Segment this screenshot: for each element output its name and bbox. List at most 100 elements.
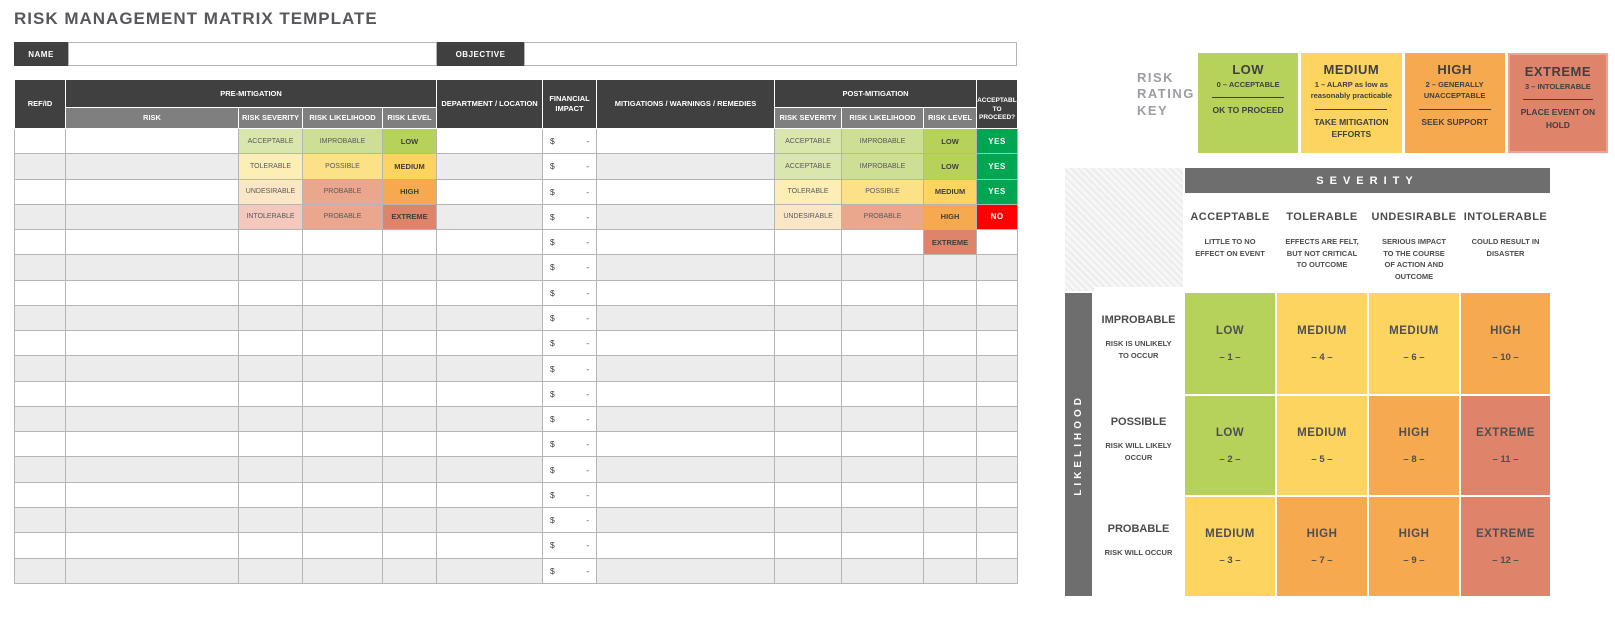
- department-cell[interactable]: [436, 304, 544, 332]
- proceed-cell[interactable]: [976, 254, 1019, 281]
- name-input[interactable]: [68, 42, 437, 66]
- pre-risk-level-cell[interactable]: LOW: [381, 127, 438, 155]
- risk-cell[interactable]: [65, 229, 239, 256]
- proceed-cell[interactable]: [976, 304, 1019, 332]
- proceed-cell[interactable]: [976, 557, 1019, 584]
- post-risk-level-cell[interactable]: [923, 330, 978, 357]
- post-risk-likelihood-cell[interactable]: PROBABLE: [841, 203, 925, 231]
- financial-impact-cell[interactable]: $ -: [542, 203, 598, 231]
- financial-impact-cell[interactable]: $ -: [542, 304, 598, 332]
- risk-cell[interactable]: [65, 254, 239, 281]
- ref-id-cell[interactable]: [14, 380, 66, 407]
- pre-risk-severity-cell[interactable]: UNDESIRABLE: [238, 178, 303, 205]
- department-cell[interactable]: [436, 456, 544, 483]
- post-risk-likelihood-cell[interactable]: [841, 254, 925, 281]
- pre-risk-likelihood-cell[interactable]: PROBABLE: [302, 203, 383, 231]
- proceed-cell[interactable]: YES: [976, 153, 1019, 180]
- post-risk-severity-cell[interactable]: [774, 279, 843, 306]
- mitigations-cell[interactable]: [596, 506, 776, 534]
- pre-risk-severity-cell[interactable]: [238, 506, 303, 534]
- proceed-cell[interactable]: [976, 481, 1019, 508]
- pre-risk-likelihood-cell[interactable]: [302, 355, 383, 382]
- post-risk-likelihood-cell[interactable]: IMPROBABLE: [841, 127, 925, 155]
- post-risk-severity-cell[interactable]: ACCEPTABLE: [774, 153, 843, 180]
- financial-impact-cell[interactable]: $ -: [542, 532, 598, 559]
- risk-cell[interactable]: [65, 380, 239, 407]
- pre-risk-level-cell[interactable]: MEDIUM: [381, 153, 438, 180]
- mitigations-cell[interactable]: [596, 127, 776, 155]
- financial-impact-cell[interactable]: $ -: [542, 481, 598, 508]
- department-cell[interactable]: [436, 506, 544, 534]
- department-cell[interactable]: [436, 153, 544, 180]
- department-cell[interactable]: [436, 127, 544, 155]
- financial-impact-cell[interactable]: $ -: [542, 229, 598, 256]
- mitigations-cell[interactable]: [596, 380, 776, 407]
- financial-impact-cell[interactable]: $ -: [542, 127, 598, 155]
- department-cell[interactable]: [436, 355, 544, 382]
- objective-input[interactable]: [524, 42, 1017, 66]
- mitigations-cell[interactable]: [596, 229, 776, 256]
- mitigations-cell[interactable]: [596, 431, 776, 458]
- pre-risk-level-cell[interactable]: [381, 279, 438, 306]
- mitigations-cell[interactable]: [596, 557, 776, 584]
- pre-risk-likelihood-cell[interactable]: [302, 279, 383, 306]
- ref-id-cell[interactable]: [14, 405, 66, 433]
- post-risk-level-cell[interactable]: [923, 304, 978, 332]
- financial-impact-cell[interactable]: $ -: [542, 254, 598, 281]
- proceed-cell[interactable]: [976, 405, 1019, 433]
- post-risk-likelihood-cell[interactable]: [841, 405, 925, 433]
- ref-id-cell[interactable]: [14, 431, 66, 458]
- pre-risk-likelihood-cell[interactable]: IMPROBABLE: [302, 127, 383, 155]
- financial-impact-cell[interactable]: $ -: [542, 557, 598, 584]
- pre-risk-likelihood-cell[interactable]: [302, 330, 383, 357]
- pre-risk-level-cell[interactable]: [381, 557, 438, 584]
- proceed-cell[interactable]: YES: [976, 127, 1019, 155]
- pre-risk-severity-cell[interactable]: [238, 456, 303, 483]
- risk-cell[interactable]: [65, 532, 239, 559]
- pre-risk-level-cell[interactable]: [381, 506, 438, 534]
- post-risk-level-cell[interactable]: [923, 279, 978, 306]
- ref-id-cell[interactable]: [14, 355, 66, 382]
- pre-risk-severity-cell[interactable]: [238, 254, 303, 281]
- pre-risk-severity-cell[interactable]: [238, 405, 303, 433]
- financial-impact-cell[interactable]: $ -: [542, 330, 598, 357]
- ref-id-cell[interactable]: [14, 557, 66, 584]
- post-risk-level-cell[interactable]: [923, 254, 978, 281]
- post-risk-likelihood-cell[interactable]: [841, 229, 925, 256]
- pre-risk-level-cell[interactable]: [381, 431, 438, 458]
- pre-risk-likelihood-cell[interactable]: [302, 229, 383, 256]
- mitigations-cell[interactable]: [596, 153, 776, 180]
- department-cell[interactable]: [436, 557, 544, 584]
- pre-risk-severity-cell[interactable]: [238, 330, 303, 357]
- proceed-cell[interactable]: NO: [976, 203, 1019, 231]
- post-risk-likelihood-cell[interactable]: POSSIBLE: [841, 178, 925, 205]
- post-risk-level-cell[interactable]: [923, 431, 978, 458]
- mitigations-cell[interactable]: [596, 330, 776, 357]
- mitigations-cell[interactable]: [596, 355, 776, 382]
- pre-risk-severity-cell[interactable]: [238, 481, 303, 508]
- ref-id-cell[interactable]: [14, 481, 66, 508]
- risk-cell[interactable]: [65, 355, 239, 382]
- financial-impact-cell[interactable]: $ -: [542, 279, 598, 306]
- ref-id-cell[interactable]: [14, 456, 66, 483]
- proceed-cell[interactable]: [976, 330, 1019, 357]
- ref-id-cell[interactable]: [14, 304, 66, 332]
- pre-risk-likelihood-cell[interactable]: [302, 254, 383, 281]
- risk-cell[interactable]: [65, 405, 239, 433]
- post-risk-likelihood-cell[interactable]: [841, 532, 925, 559]
- pre-risk-severity-cell[interactable]: [238, 532, 303, 559]
- mitigations-cell[interactable]: [596, 178, 776, 205]
- department-cell[interactable]: [436, 229, 544, 256]
- pre-risk-severity-cell[interactable]: [238, 279, 303, 306]
- pre-risk-severity-cell[interactable]: ACCEPTABLE: [238, 127, 303, 155]
- post-risk-severity-cell[interactable]: [774, 456, 843, 483]
- pre-risk-severity-cell[interactable]: [238, 355, 303, 382]
- mitigations-cell[interactable]: [596, 279, 776, 306]
- post-risk-likelihood-cell[interactable]: [841, 431, 925, 458]
- mitigations-cell[interactable]: [596, 405, 776, 433]
- pre-risk-likelihood-cell[interactable]: [302, 431, 383, 458]
- pre-risk-likelihood-cell[interactable]: [302, 304, 383, 332]
- post-risk-level-cell[interactable]: [923, 481, 978, 508]
- post-risk-likelihood-cell[interactable]: [841, 279, 925, 306]
- post-risk-level-cell[interactable]: LOW: [923, 153, 978, 180]
